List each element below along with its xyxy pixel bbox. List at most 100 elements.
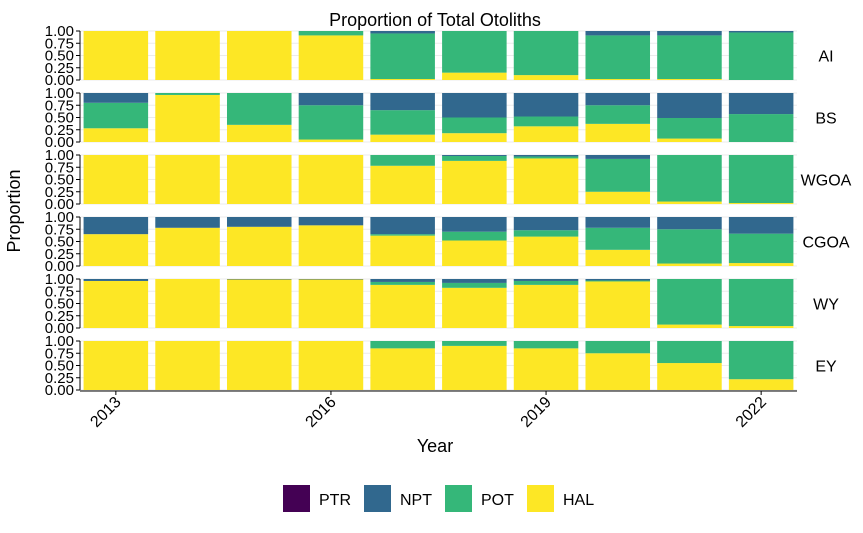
facet-panel-wgoa: 0.000.250.500.751.00 WGOA — [45, 147, 852, 213]
y-tick-label: 0.75 — [45, 159, 74, 176]
bar-cgoa-2017-npt — [370, 217, 435, 235]
bar-cgoa-2018-npt — [442, 217, 507, 232]
y-tick-label: 1.00 — [45, 271, 74, 288]
y-tick-label: 0.00 — [45, 134, 74, 151]
bar-ai-2017-npt — [370, 31, 435, 34]
bar-ey-2018-hal — [442, 345, 507, 390]
bar-bs-2020-hal — [585, 123, 651, 142]
bar-cgoa-2019-pot — [513, 230, 579, 237]
y-tick-label: 0.00 — [45, 320, 74, 337]
bar-cgoa-2020-npt — [585, 217, 651, 228]
bar-bs-2013-npt — [83, 93, 149, 103]
legend-key-pot — [445, 485, 472, 512]
bar-ey-2019-pot — [513, 341, 579, 349]
bar-cgoa-2021-npt — [657, 217, 722, 230]
y-tick-label: 1.00 — [45, 147, 74, 164]
bar-cgoa-2020-hal — [585, 249, 651, 266]
bar-ai-2021-npt — [657, 31, 722, 36]
y-tick-label: 0.25 — [45, 246, 74, 263]
bar-bs-2020-pot — [585, 105, 651, 124]
bar-wgoa-2018-hal — [442, 160, 507, 204]
facet-panel-bs: 0.000.250.500.751.00 BS — [45, 85, 837, 151]
y-tick-label: 0.75 — [45, 97, 74, 114]
bar-wy-2017-pot — [370, 281, 435, 285]
bar-ai-2020-pot — [585, 35, 651, 80]
y-tick-label: 0.00 — [45, 196, 74, 213]
legend-key-ptr — [283, 485, 310, 512]
y-tick-label: 0.25 — [45, 184, 74, 201]
bar-wy-2019-hal — [513, 284, 579, 328]
y-tick-label: 0.00 — [45, 258, 74, 275]
bar-cgoa-2021-pot — [657, 229, 722, 264]
bar-cgoa-2018-hal — [442, 240, 507, 266]
facet-label-ey: EY — [815, 359, 837, 376]
bar-ai-2019-hal — [513, 75, 579, 80]
bar-bs-2019-hal — [513, 126, 579, 142]
bar-wgoa-2020-npt — [585, 155, 651, 159]
bar-wgoa-2019-hal — [513, 158, 579, 204]
bar-wgoa-2017-pot — [370, 155, 435, 166]
bar-ey-2014-hal — [155, 341, 220, 390]
chart-title: Proportion of Total Otoliths — [329, 10, 541, 30]
bar-wgoa-2019-npt — [513, 155, 579, 157]
bar-ey-2021-pot — [657, 341, 722, 364]
bar-ai-2015-hal — [226, 31, 292, 80]
bar-bs-2020-npt — [585, 93, 651, 106]
bar-bs-2018-pot — [442, 117, 507, 134]
y-tick-label: 0.75 — [45, 221, 74, 238]
bar-cgoa-2017-hal — [370, 235, 435, 266]
bar-wy-2015-hal — [226, 279, 292, 328]
legend-label-ptr: PTR — [319, 492, 351, 509]
bar-wy-2014-hal — [155, 279, 220, 328]
bar-cgoa-2016-hal — [298, 225, 364, 266]
y-tick-label: 0.50 — [45, 358, 74, 375]
bar-ey-2020-pot — [585, 341, 651, 354]
bar-bs-2016-hal — [298, 139, 364, 142]
bar-ey-2022-hal — [728, 379, 794, 390]
bar-ai-2018-pot — [442, 31, 507, 73]
y-tick-label: 0.25 — [45, 60, 74, 77]
bar-wy-2019-npt — [513, 279, 579, 281]
bar-ey-2013-hal — [83, 341, 149, 390]
bar-wy-2017-hal — [370, 284, 435, 328]
y-tick-label: 0.00 — [45, 382, 74, 399]
bar-wgoa-2013-hal — [83, 155, 149, 204]
bar-bs-2017-pot — [370, 110, 435, 135]
bar-bs-2016-pot — [298, 105, 364, 140]
bar-bs-2019-pot — [513, 116, 579, 127]
facet-panel-cgoa: 0.000.250.500.751.00 CGOA — [45, 209, 850, 275]
y-tick-label: 0.50 — [45, 48, 74, 65]
bar-ai-2013-hal — [83, 31, 149, 80]
bar-wy-2021-pot — [657, 279, 722, 325]
bar-wgoa-2017-hal — [370, 165, 435, 204]
bar-wy-2020-npt — [585, 279, 651, 281]
bar-ey-2019-hal — [513, 348, 579, 390]
bar-cgoa-2013-hal — [83, 234, 149, 266]
bar-bs-2019-npt — [513, 93, 579, 117]
bar-wy-2013-hal — [83, 280, 149, 328]
bar-ey-2018-pot — [442, 341, 507, 346]
legend-label-npt: NPT — [400, 492, 432, 509]
bar-ai-2019-pot — [513, 31, 579, 76]
bar-cgoa-2014-npt — [155, 217, 220, 228]
bar-wy-2018-pot — [442, 282, 507, 288]
bar-ai-2022-pot — [728, 32, 794, 80]
bar-cgoa-2019-hal — [513, 236, 579, 266]
y-tick-label: 0.50 — [45, 172, 74, 189]
bar-cgoa-2014-hal — [155, 227, 220, 266]
bar-ey-2017-hal — [370, 348, 435, 390]
bar-cgoa-2016-npt — [298, 217, 364, 226]
bar-ai-2020-npt — [585, 31, 651, 36]
legend-key-hal — [527, 485, 554, 512]
y-tick-label: 0.25 — [45, 370, 74, 387]
bar-ey-2022-pot — [728, 341, 794, 380]
bar-ai-2020-hal — [585, 79, 651, 80]
bar-ey-2015-hal — [226, 341, 292, 390]
bar-cgoa-2013-npt — [83, 217, 149, 235]
bar-wgoa-2020-pot — [585, 158, 651, 192]
facet-label-wy: WY — [813, 297, 839, 314]
y-tick-label: 0.50 — [45, 234, 74, 251]
y-tick-label: 1.00 — [45, 209, 74, 226]
bar-ai-2021-pot — [657, 35, 722, 80]
bar-wgoa-2019-pot — [513, 156, 579, 159]
